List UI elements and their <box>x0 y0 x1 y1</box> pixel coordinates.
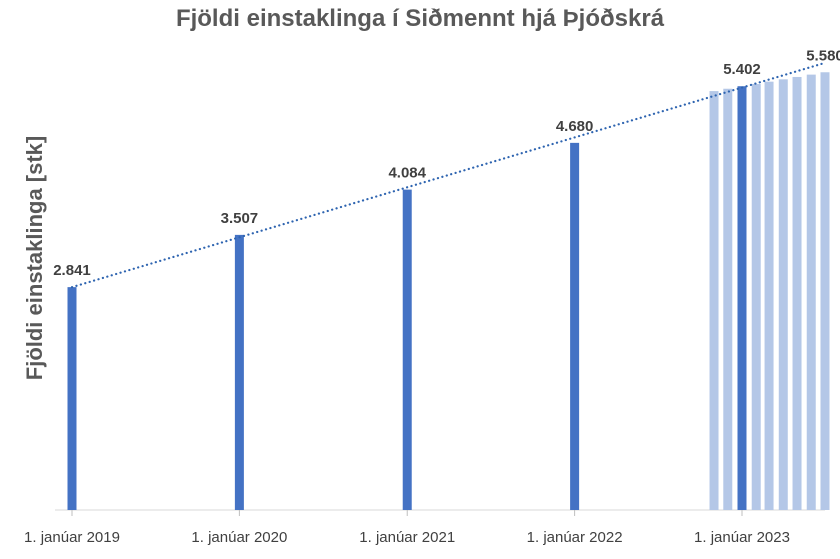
bar <box>402 189 412 510</box>
chart-title: Fjöldi einstaklinga í Siðmennt hjá Þjóðs… <box>176 5 665 32</box>
data-label: 5.580 <box>806 47 840 64</box>
data-label: 4.084 <box>388 165 426 182</box>
x-tick-label: 1. janúar 2021 <box>359 529 455 546</box>
x-tick-label: 1. janúar 2019 <box>24 529 120 546</box>
x-tick-label: 1. janúar 2022 <box>527 529 623 546</box>
bar <box>723 88 733 510</box>
data-label: 4.680 <box>556 118 594 135</box>
data-label: 5.402 <box>723 61 761 78</box>
bar <box>820 72 830 511</box>
bar <box>570 142 580 511</box>
x-axis-ticks: 1. janúar 2019 1. janúar 2020 1. janúar 20… <box>24 510 790 546</box>
bar <box>764 81 774 510</box>
data-labels: 5.580 2.841 3.507 4.084 4.680 5.402 <box>53 47 840 279</box>
bars <box>67 72 830 511</box>
bar <box>737 86 747 510</box>
bar <box>234 234 244 510</box>
bar <box>792 76 802 510</box>
data-label: 2.841 <box>53 262 91 279</box>
x-tick-label: 1. janúar 2020 <box>191 529 287 546</box>
bar <box>778 79 788 510</box>
bar <box>709 91 719 510</box>
data-label: 3.507 <box>221 210 259 227</box>
bar <box>751 84 761 510</box>
bar <box>67 287 77 510</box>
y-axis-label: Fjöldi einstaklinga [stk] <box>22 136 47 380</box>
bar <box>806 74 816 511</box>
x-tick-label: 1. janúar 2023 <box>694 529 790 546</box>
